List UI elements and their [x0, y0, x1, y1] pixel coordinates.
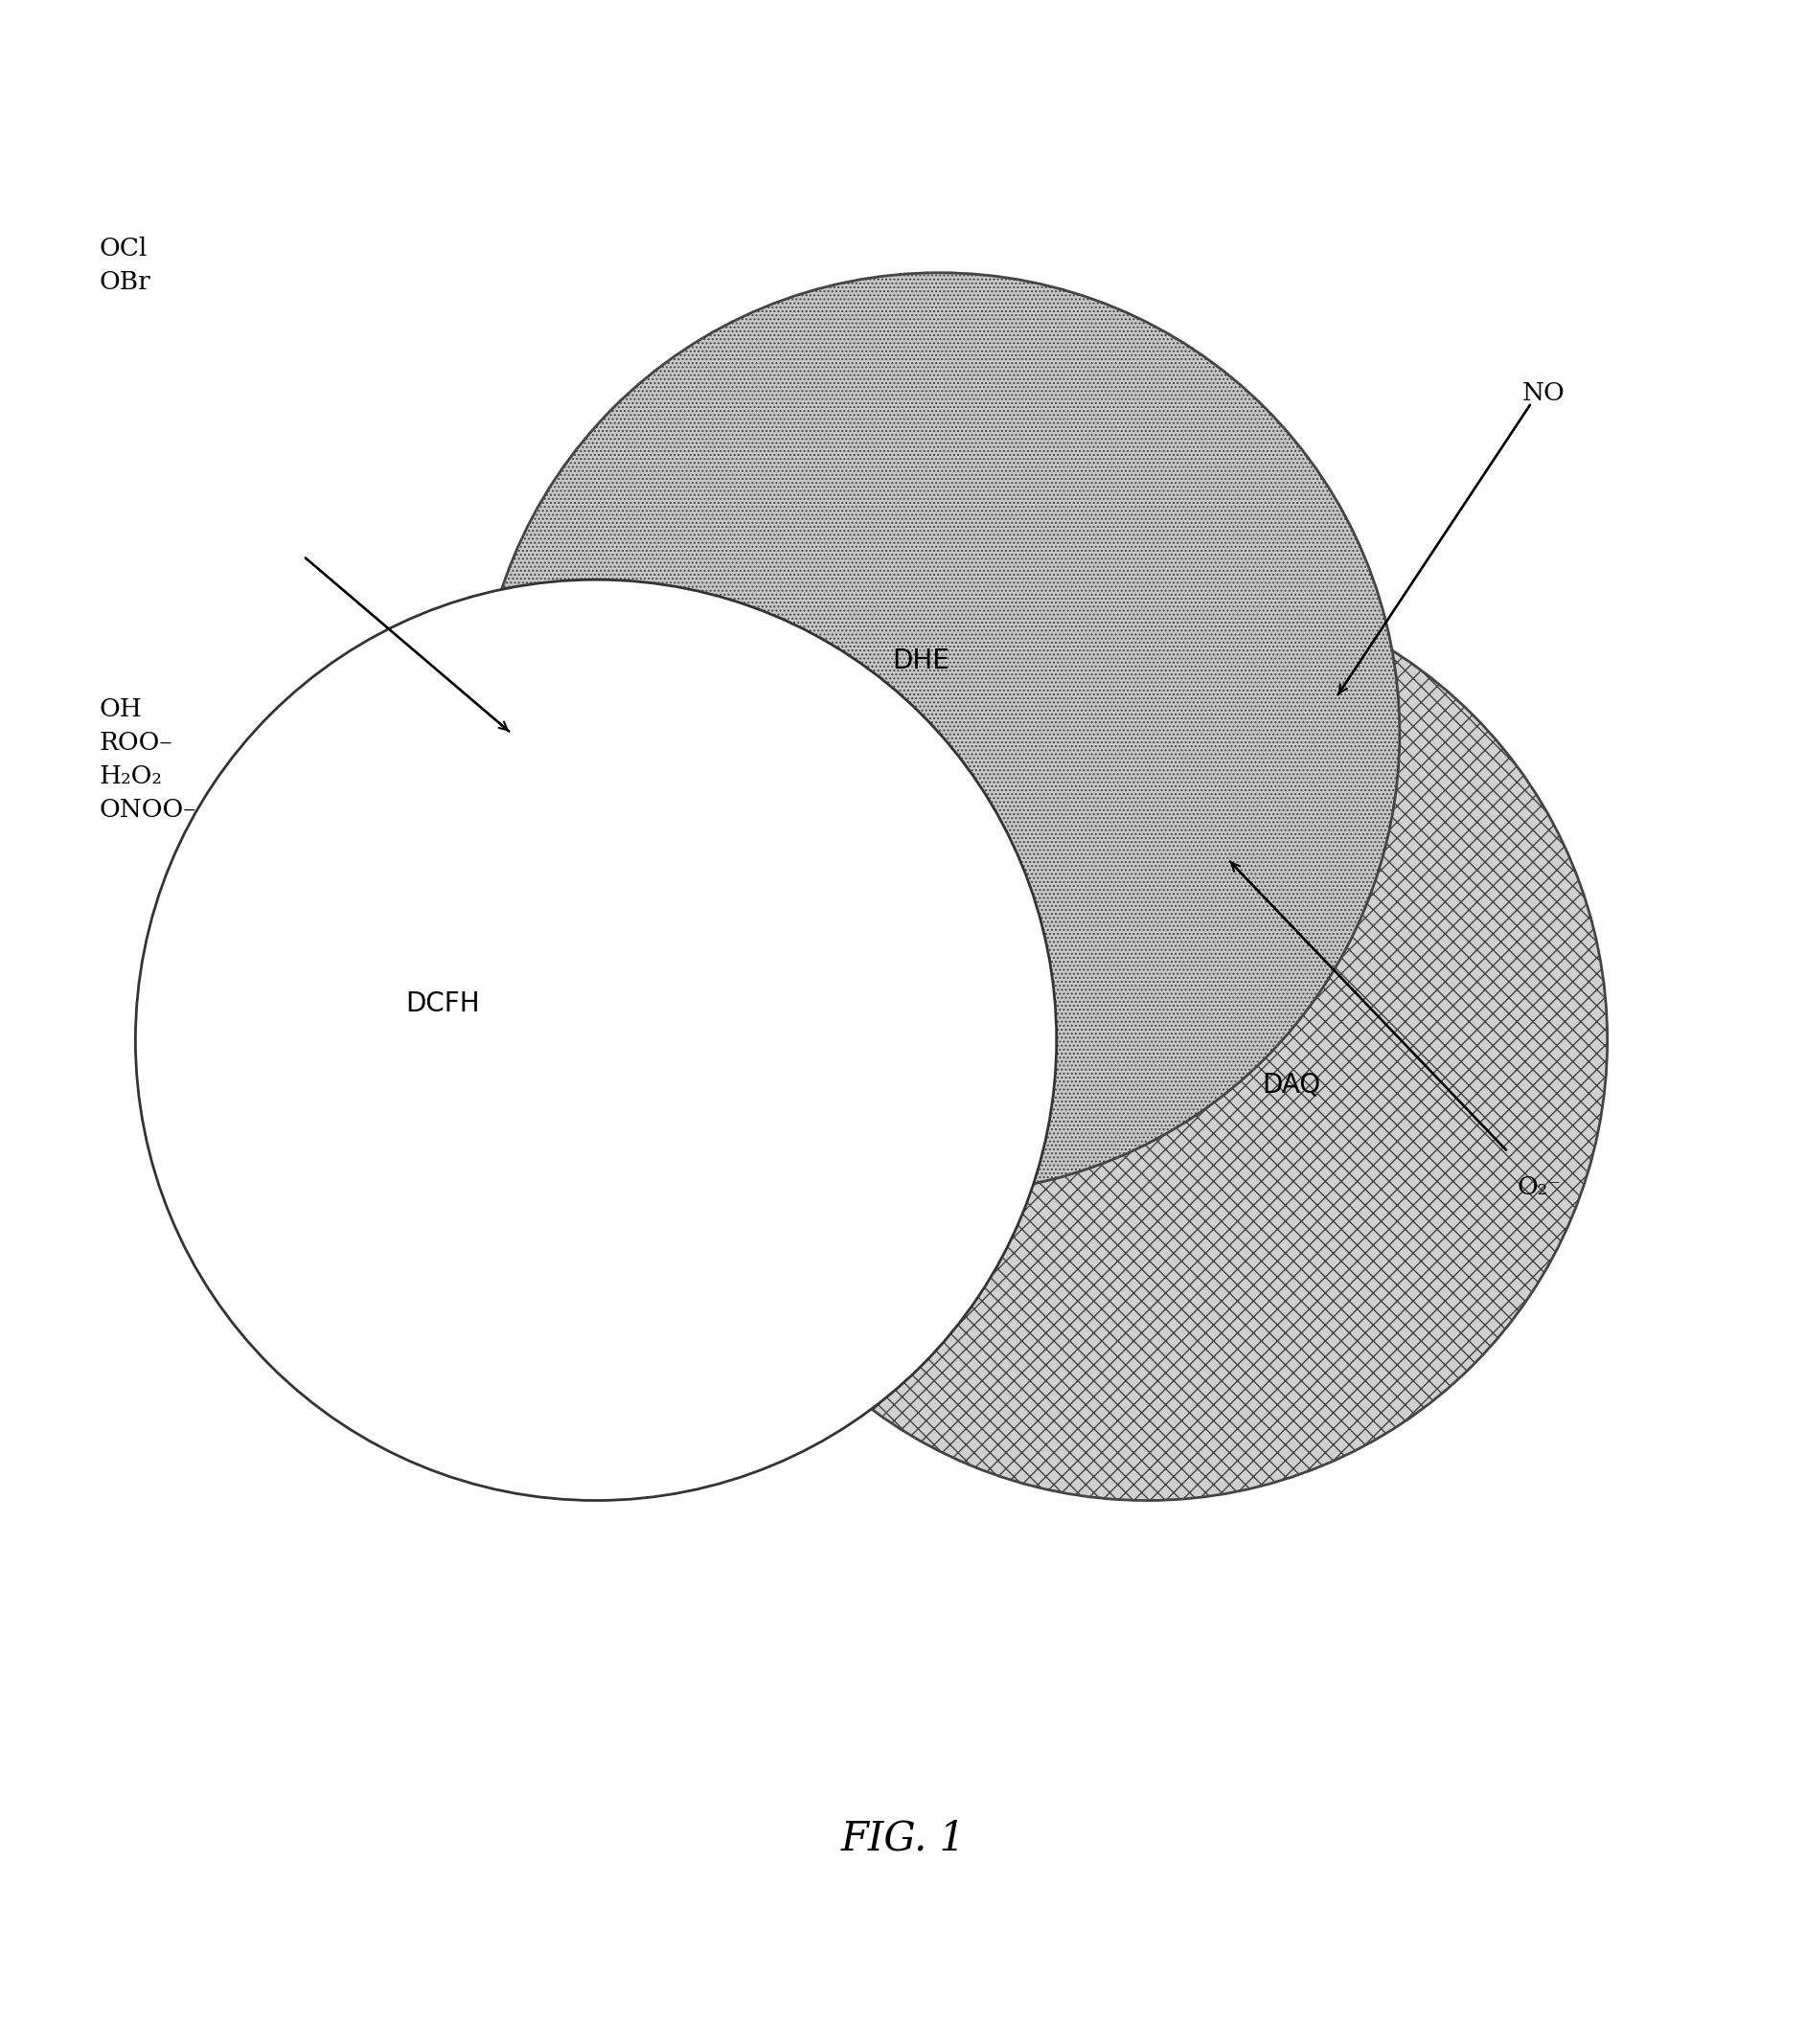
Text: OH
ROO–
H₂O₂
ONOO–: OH ROO– H₂O₂ ONOO–: [99, 697, 197, 822]
Ellipse shape: [135, 580, 1057, 1500]
Text: FIG. 1: FIG. 1: [840, 1817, 966, 1858]
Text: DHE: DHE: [892, 648, 950, 675]
Text: OCl
OBr: OCl OBr: [99, 237, 152, 294]
Ellipse shape: [479, 272, 1400, 1194]
Text: DCFH: DCFH: [405, 991, 480, 1018]
Text: O₂⁻: O₂⁻: [1517, 1175, 1560, 1200]
Text: DAQ: DAQ: [1262, 1071, 1320, 1098]
Text: NO: NO: [1522, 380, 1566, 405]
Ellipse shape: [686, 580, 1607, 1500]
